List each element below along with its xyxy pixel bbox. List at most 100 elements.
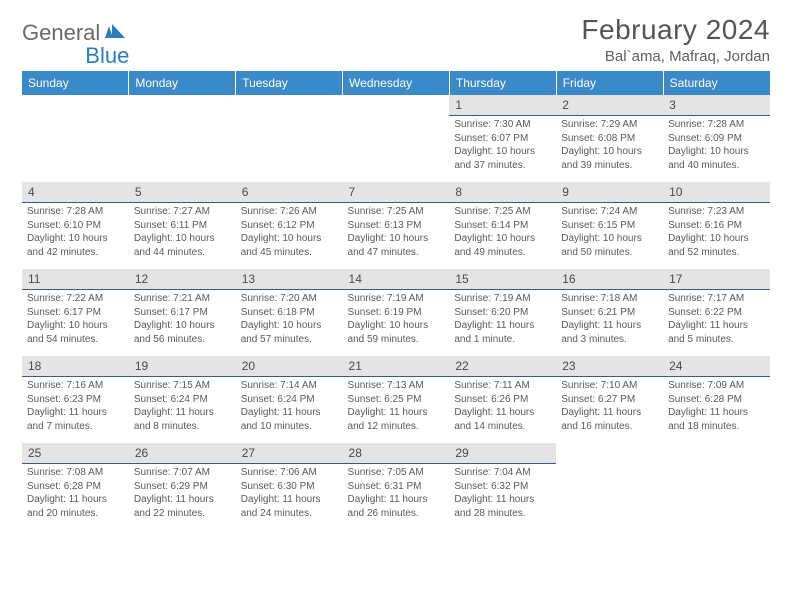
sunset-text: Sunset: 6:19 PM — [348, 306, 445, 320]
sunrise-text: Sunrise: 7:19 AM — [454, 292, 551, 306]
sunrise-text: Sunrise: 7:29 AM — [561, 118, 658, 132]
sunrise-text: Sunrise: 7:28 AM — [27, 205, 124, 219]
day-detail-cell: Sunrise: 7:29 AMSunset: 6:08 PMDaylight:… — [556, 116, 663, 183]
day-detail-cell — [22, 116, 129, 183]
daylight-text: Daylight: 11 hours and 18 minutes. — [668, 406, 765, 433]
day-number-cell: 8 — [449, 182, 556, 203]
day-number-cell: 6 — [236, 182, 343, 203]
day-number-cell: 4 — [22, 182, 129, 203]
day-number-cell: 16 — [556, 269, 663, 290]
calendar-body: 1 23 Sunrise: 7:30 AMSunset: 6:07 PMDaylig… — [22, 95, 770, 530]
day-detail-cell: Sunrise: 7:04 AMSunset: 6:32 PMDaylight:… — [449, 464, 556, 531]
sunset-text: Sunset: 6:31 PM — [348, 480, 445, 494]
day-detail-cell: Sunrise: 7:30 AMSunset: 6:07 PMDaylight:… — [449, 116, 556, 183]
daylight-text: Daylight: 11 hours and 22 minutes. — [134, 493, 231, 520]
detail-row: Sunrise: 7:16 AMSunset: 6:23 PMDaylight:… — [22, 377, 770, 444]
calendar-table: Sunday Monday Tuesday Wednesday Thursday… — [22, 71, 770, 530]
day-detail-cell: Sunrise: 7:26 AMSunset: 6:12 PMDaylight:… — [236, 203, 343, 270]
sunrise-text: Sunrise: 7:15 AM — [134, 379, 231, 393]
day-detail-cell: Sunrise: 7:05 AMSunset: 6:31 PMDaylight:… — [343, 464, 450, 531]
day-detail-cell: Sunrise: 7:23 AMSunset: 6:16 PMDaylight:… — [663, 203, 770, 270]
dayheader-sat: Saturday — [663, 71, 770, 95]
day-detail-cell: Sunrise: 7:25 AMSunset: 6:14 PMDaylight:… — [449, 203, 556, 270]
detail-row: Sunrise: 7:22 AMSunset: 6:17 PM Daylight:… — [22, 290, 770, 357]
logo: General Blue — [22, 20, 129, 46]
daylight-text: Daylight: 11 hours and 1 minute. — [454, 319, 551, 346]
daylight-text: Daylight: 11 hours and 12 minutes. — [348, 406, 445, 433]
sunrise-text: Sunrise: 7:05 AM — [348, 466, 445, 480]
day-detail-cell: Sunrise: 7:09 AMSunset: 6:28 PMDaylight:… — [663, 377, 770, 444]
day-number-cell: 22 — [449, 356, 556, 377]
day-number-cell: 10 — [663, 182, 770, 203]
day-detail-cell — [556, 464, 663, 531]
daylight-text: Daylight: 11 hours and 26 minutes. — [348, 493, 445, 520]
day-detail-cell: Sunrise: 7:14 AMSunset: 6:24 PMDaylight:… — [236, 377, 343, 444]
daylight-text: Daylight: 10 hours and 40 minutes. — [668, 145, 765, 172]
logo-text-blue: Blue — [85, 43, 129, 69]
sunrise-text: Sunrise: 7:17 AM — [668, 292, 765, 306]
sunrise-text: Sunrise: 7:10 AM — [561, 379, 658, 393]
daylight-text: Daylight: 11 hours and 7 minutes. — [27, 406, 124, 433]
daylight-text: Daylight: 11 hours and 20 minutes. — [27, 493, 124, 520]
location-text: Bal`ama, Mafraq, Jordan — [581, 48, 770, 65]
daylight-text: Daylight: 10 hours and 42 minutes. — [27, 232, 124, 259]
sunset-text: Sunset: 6:21 PM — [561, 306, 658, 320]
calendar-header: Sunday Monday Tuesday Wednesday Thursday… — [22, 71, 770, 95]
day-number-cell: 23 — [556, 356, 663, 377]
day-detail-cell — [663, 464, 770, 531]
sunset-text: Sunset: 6:25 PM — [348, 393, 445, 407]
day-number-cell — [663, 443, 770, 464]
day-detail-cell: Sunrise: 7:28 AMSunset: 6:10 PMDaylight:… — [22, 203, 129, 270]
daylight-text: Daylight: 10 hours and 59 minutes. — [348, 319, 445, 346]
sunrise-text: Sunrise: 7:07 AM — [134, 466, 231, 480]
day-detail-cell: Sunrise: 7:20 AMSunset: 6:18 PMDaylight:… — [236, 290, 343, 357]
sunrise-text: Sunrise: 7:19 AM — [348, 292, 445, 306]
sunset-text: Sunset: 6:13 PM — [348, 219, 445, 233]
sunset-text: Sunset: 6:07 PM — [454, 132, 551, 146]
day-detail-cell: Sunrise: 7:06 AMSunset: 6:30 PMDaylight:… — [236, 464, 343, 531]
day-number-cell: 1 — [449, 95, 556, 116]
day-detail-cell: Sunrise: 7:27 AMSunset: 6:11 PMDaylight:… — [129, 203, 236, 270]
sunset-text: Sunset: 6:30 PM — [241, 480, 338, 494]
day-detail-cell: Sunrise: 7:19 AMSunset: 6:20 PMDaylight:… — [449, 290, 556, 357]
dayheader-sun: Sunday — [22, 71, 129, 95]
sunset-text: Sunset: 6:27 PM — [561, 393, 658, 407]
day-number-cell: 25 — [22, 443, 129, 464]
daylight-text: Daylight: 10 hours and 37 minutes. — [454, 145, 551, 172]
sunrise-text: Sunrise: 7:23 AM — [668, 205, 765, 219]
day-number-cell: 26 — [129, 443, 236, 464]
day-detail-cell: Sunrise: 7:18 AMSunset: 6:21 PMDaylight:… — [556, 290, 663, 357]
sunset-text: Sunset: 6:12 PM — [241, 219, 338, 233]
detail-row: Sunrise: 7:08 AMSunset: 6:28 PMDaylight:… — [22, 464, 770, 531]
day-detail-cell: Sunrise: 7:10 AMSunset: 6:27 PMDaylight:… — [556, 377, 663, 444]
daylight-text: Daylight: 10 hours and 39 minutes. — [561, 145, 658, 172]
day-number-cell — [236, 95, 343, 116]
sunrise-text: Sunrise: 7:22 AM — [27, 292, 124, 306]
sunset-text: Sunset: 6:32 PM — [454, 480, 551, 494]
sunrise-text: Sunrise: 7:25 AM — [454, 205, 551, 219]
day-number-cell — [129, 95, 236, 116]
day-number-cell — [22, 95, 129, 116]
sunrise-text: Sunrise: 7:04 AM — [454, 466, 551, 480]
sunset-text: Sunset: 6:14 PM — [454, 219, 551, 233]
daylight-text: Daylight: 10 hours and 56 minutes. — [134, 319, 231, 346]
daylight-text: Daylight: 11 hours and 16 minutes. — [561, 406, 658, 433]
day-detail-cell — [236, 116, 343, 183]
day-detail-cell: Sunrise: 7:28 AMSunset: 6:09 PMDaylight:… — [663, 116, 770, 183]
daylight-text: Daylight: 11 hours and 8 minutes. — [134, 406, 231, 433]
dayheader-tue: Tuesday — [236, 71, 343, 95]
day-detail-cell: Sunrise: 7:07 AMSunset: 6:29 PMDaylight:… — [129, 464, 236, 531]
dayheader-wed: Wednesday — [343, 71, 450, 95]
page: General Blue February 2024 Bal`ama, Mafr… — [0, 0, 792, 530]
day-detail-cell: Sunrise: 7:19 AMSunset: 6:19 PMDaylight:… — [343, 290, 450, 357]
day-detail-cell: Sunrise: 7:24 AMSunset: 6:15 PMDaylight:… — [556, 203, 663, 270]
sunset-text: Sunset: 6:17 PM — [27, 306, 124, 320]
daylight-text: Daylight: 10 hours and 45 minutes. — [241, 232, 338, 259]
sunrise-text: Sunrise: 7:18 AM — [561, 292, 658, 306]
sunrise-text: Sunrise: 7:21 AM — [134, 292, 231, 306]
sunset-text: Sunset: 6:24 PM — [134, 393, 231, 407]
sunrise-text: Sunrise: 7:09 AM — [668, 379, 765, 393]
day-detail-cell: Sunrise: 7:15 AMSunset: 6:24 PMDaylight:… — [129, 377, 236, 444]
detail-row: Sunrise: 7:28 AMSunset: 6:10 PMDaylight:… — [22, 203, 770, 270]
sunset-text: Sunset: 6:15 PM — [561, 219, 658, 233]
